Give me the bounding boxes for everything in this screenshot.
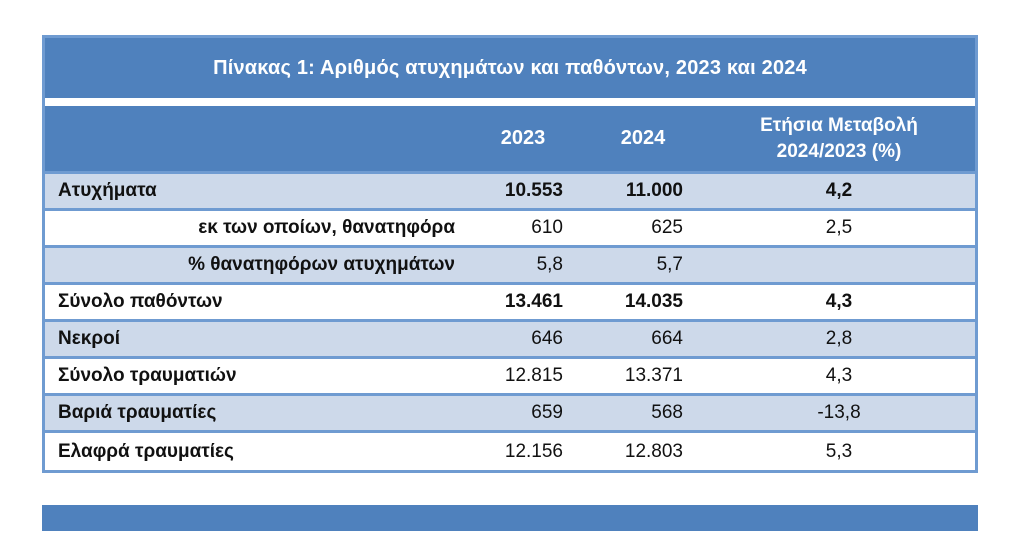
value-change: 5,3 <box>825 440 853 462</box>
value-2024: 13.371 <box>624 365 683 386</box>
value-2023: 659 <box>531 402 563 423</box>
value-2024: 664 <box>651 328 683 349</box>
title-header-divider <box>45 98 975 106</box>
table-row-accidents: Ατυχήματα 10.553 11.000 4,2 <box>45 174 975 211</box>
table-row-fatal-accidents: εκ των οποίων, θανατηφόρα 610 625 2,5 <box>45 211 975 248</box>
table-title: Πίνακας 1: Αριθμός ατυχημάτων και παθόντ… <box>213 56 807 79</box>
row-label: Ατυχήματα <box>58 180 157 201</box>
table-row-total-casualties: Σύνολο παθόντων 13.461 14.035 4,3 <box>45 285 975 322</box>
header-annual-change-line1: Ετήσια Μεταβολή <box>760 114 918 136</box>
value-2023: 12.156 <box>504 440 563 462</box>
value-2024: 5,7 <box>656 254 683 275</box>
header-annual-change: Ετήσια Μεταβολή 2024/2023 (%) <box>703 113 975 164</box>
table-row-fatal-percentage: % θανατηφόρων ατυχημάτων 5,8 5,7 <box>45 248 975 285</box>
table-row-deaths: Νεκροί 646 664 2,8 <box>45 322 975 359</box>
value-change: 4,3 <box>825 291 853 312</box>
value-2023: 12.815 <box>504 365 563 386</box>
row-label: Νεκροί <box>58 328 120 349</box>
value-change: 2,8 <box>825 328 853 349</box>
table-header-row: 2023 2024 Ετήσια Μεταβολή 2024/2023 (%) <box>45 106 975 174</box>
value-2023: 646 <box>531 328 563 349</box>
table-row-seriously-injured: Βαριά τραυματίες 659 568 -13,8 <box>45 396 975 433</box>
header-2024: 2024 <box>620 127 666 149</box>
row-label: % θανατηφόρων ατυχημάτων <box>188 254 455 275</box>
value-2023: 5,8 <box>536 254 563 275</box>
table-row-slightly-injured: Ελαφρά τραυματίες 12.156 12.803 5,3 <box>45 433 975 470</box>
value-2024: 568 <box>651 402 683 423</box>
table-row-total-injured: Σύνολο τραυματιών 12.815 13.371 4,3 <box>45 359 975 396</box>
value-change: 4,3 <box>825 365 853 386</box>
value-change: 4,2 <box>825 180 853 201</box>
header-2023: 2023 <box>500 127 546 149</box>
value-2023: 10.553 <box>504 180 563 201</box>
row-label: Ελαφρά τραυματίες <box>58 440 234 462</box>
value-change: 2,5 <box>825 217 853 238</box>
value-change: -13,8 <box>817 402 861 423</box>
value-2024: 625 <box>651 217 683 238</box>
value-2024: 12.803 <box>624 440 683 462</box>
value-2024: 14.035 <box>624 291 683 312</box>
statistics-table: Πίνακας 1: Αριθμός ατυχημάτων και παθόντ… <box>42 35 978 473</box>
value-2024: 11.000 <box>625 180 683 201</box>
row-label: Βαριά τραυματίες <box>58 402 217 423</box>
value-2023: 610 <box>531 217 563 238</box>
value-2023: 13.461 <box>504 291 563 312</box>
header-annual-change-line2: 2024/2023 (%) <box>776 140 902 162</box>
table-title-bar: Πίνακας 1: Αριθμός ατυχημάτων και παθόντ… <box>45 38 975 98</box>
row-label: εκ των οποίων, θανατηφόρα <box>198 217 455 238</box>
row-label: Σύνολο παθόντων <box>58 291 223 312</box>
footer-band <box>42 505 978 531</box>
row-label: Σύνολο τραυματιών <box>58 365 237 386</box>
